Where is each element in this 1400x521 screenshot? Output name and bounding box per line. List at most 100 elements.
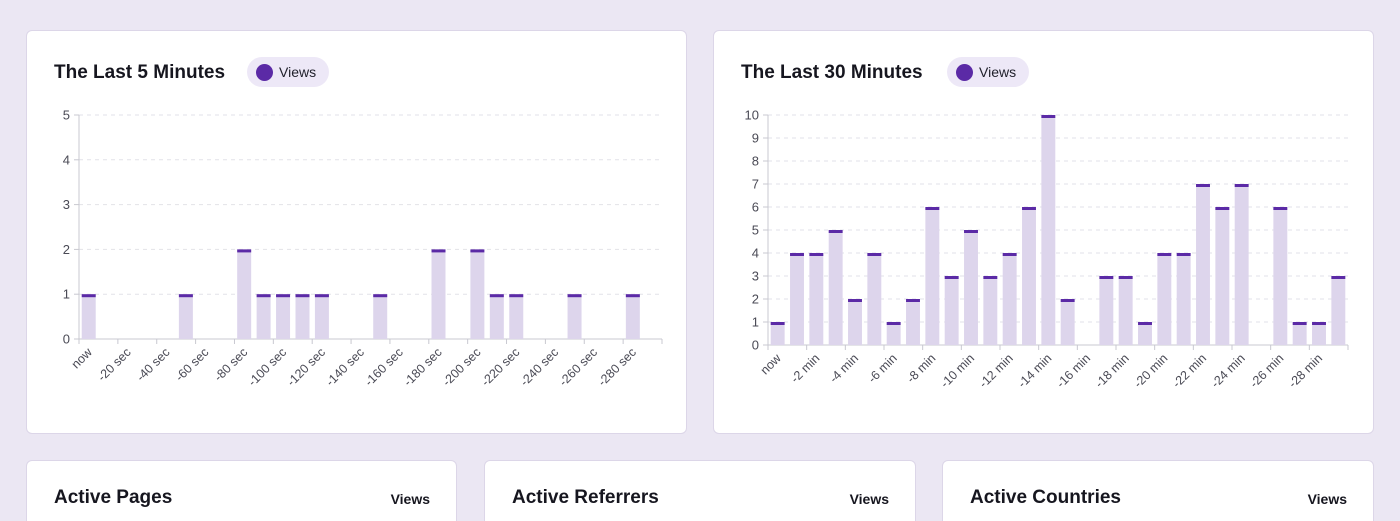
y-tick-label: 1 — [63, 287, 70, 302]
y-tick-label: 5 — [752, 223, 759, 238]
bar-cap — [848, 299, 862, 302]
bar-cap — [431, 249, 446, 253]
legend-views[interactable]: Views — [947, 57, 1030, 87]
bar — [256, 294, 271, 339]
bar-cap — [790, 253, 804, 256]
bar — [1292, 322, 1307, 345]
bar-cap — [1099, 276, 1114, 279]
y-tick-label: 0 — [752, 338, 759, 353]
bar-cap — [1292, 322, 1307, 325]
bar — [809, 253, 824, 345]
bar-cap — [1312, 322, 1326, 325]
x-tick-label: -240 sec — [517, 345, 561, 389]
bar-cap — [828, 230, 843, 233]
x-tick-label: -280 sec — [595, 345, 639, 389]
bar-cap — [295, 294, 310, 298]
bar — [906, 299, 920, 345]
bar — [509, 294, 524, 339]
x-tick-label: -26 min — [1247, 351, 1286, 390]
legend-label: Views — [279, 64, 317, 80]
bar — [489, 294, 504, 339]
x-tick-label: -18 min — [1092, 351, 1131, 390]
bar — [373, 294, 388, 339]
bar-cap — [1118, 276, 1133, 279]
x-tick-label: -28 min — [1286, 351, 1325, 390]
chart-title: The Last 5 Minutes — [54, 62, 226, 83]
bar-cap — [886, 322, 901, 325]
bar-cap — [509, 294, 524, 298]
x-tick-label: now — [69, 345, 96, 372]
bar-cap — [944, 276, 959, 279]
bar — [81, 294, 96, 339]
bar-cap — [1176, 253, 1191, 256]
x-tick-label: -20 sec — [95, 345, 134, 384]
y-tick-label: 8 — [752, 154, 759, 169]
bar-cap — [1215, 207, 1230, 210]
bar — [1176, 253, 1191, 345]
views-bar-chart-5min: 0 1 2 3 4 5 now -20 sec -40 sec -60 sec -80 sec-10… — [63, 108, 663, 389]
bar-cap — [1331, 276, 1346, 279]
y-tick-label: 4 — [63, 152, 70, 167]
bar — [314, 294, 329, 339]
panel-title: Active Pages — [54, 487, 173, 508]
y-tick-label: 5 — [63, 108, 70, 123]
views-column-header[interactable]: Views — [1307, 491, 1347, 507]
x-tick-label: -24 min — [1208, 351, 1247, 390]
bar — [431, 249, 446, 339]
x-tick-label: -14 min — [1015, 351, 1054, 390]
bar — [1196, 184, 1210, 345]
x-tick-label: -12 min — [976, 351, 1015, 390]
x-tick-label: -260 sec — [556, 345, 600, 389]
bar-cap — [625, 294, 640, 298]
chart-card-last-5-minutes: The Last 5 Minutes Views 0 1 2 3 4 5 now -20 se… — [26, 30, 687, 434]
bar-cap — [1234, 184, 1249, 187]
bar-cap — [1273, 207, 1288, 210]
bar-cap — [809, 253, 824, 256]
x-tick-label: -16 min — [1054, 351, 1093, 390]
x-tick-label: -100 sec — [245, 345, 289, 389]
bar — [1331, 276, 1346, 345]
y-tick-label: 9 — [752, 131, 759, 146]
bar — [770, 322, 785, 345]
y-tick-label: 6 — [752, 200, 759, 215]
bar — [178, 294, 193, 339]
bar — [1312, 322, 1326, 345]
x-tick-label: -4 min — [827, 351, 861, 385]
bar — [1041, 115, 1056, 345]
bar — [964, 230, 978, 345]
views-column-header[interactable]: Views — [390, 491, 430, 507]
bar-cap — [1196, 184, 1210, 187]
y-tick-label: 2 — [63, 242, 70, 257]
y-tick-label: 3 — [63, 197, 70, 212]
x-tick-label: -140 sec — [323, 345, 367, 389]
panel-title: Active Countries — [970, 487, 1121, 508]
active-pages-panel: Active Pages Views — [26, 460, 457, 521]
x-tick-label: -60 sec — [173, 345, 212, 384]
legend-views[interactable]: Views — [247, 57, 330, 87]
legend-color-dot — [256, 63, 273, 81]
bar-cap — [964, 230, 978, 233]
x-tick-label: -22 min — [1170, 351, 1209, 390]
bar — [625, 294, 640, 339]
y-tick-label: 1 — [752, 315, 759, 330]
x-tick-label: -120 sec — [284, 345, 328, 389]
bar-cap — [470, 249, 485, 253]
legend-label: Views — [979, 64, 1017, 80]
active-countries-panel: Active Countries Views — [942, 460, 1374, 521]
bar-cap — [373, 294, 388, 298]
y-tick-label: 10 — [745, 108, 759, 123]
bar-cap — [983, 276, 998, 279]
views-column-header[interactable]: Views — [849, 491, 889, 507]
x-tick-label: -160 sec — [362, 345, 406, 389]
bar-cap — [1041, 115, 1056, 118]
bar — [276, 294, 291, 339]
x-tick-label: -6 min — [865, 351, 899, 385]
y-tick-label: 2 — [752, 292, 759, 307]
bar-cap — [489, 294, 504, 298]
x-tick-label: -2 min — [788, 351, 822, 385]
bar — [1138, 322, 1152, 345]
bar-cap — [906, 299, 920, 302]
y-tick-label: 7 — [752, 177, 759, 192]
bar — [1215, 207, 1230, 345]
bar — [828, 230, 843, 345]
